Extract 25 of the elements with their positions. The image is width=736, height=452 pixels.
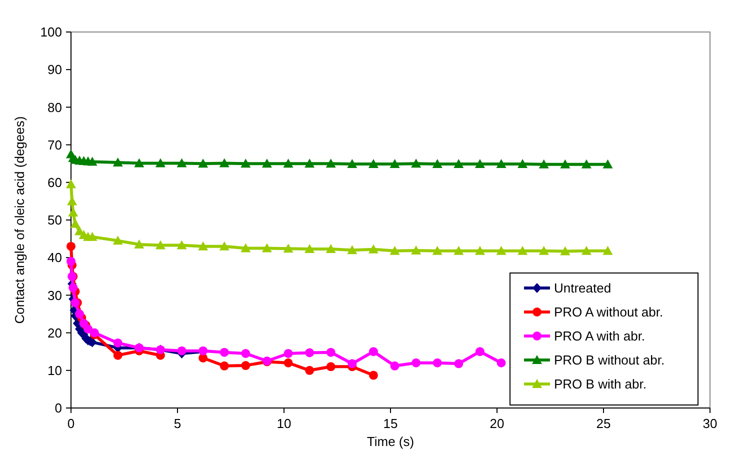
legend-label: PRO A without abr. — [554, 304, 664, 320]
legend-label: Untreated — [554, 280, 612, 296]
x-tick-label: 5 — [174, 416, 182, 431]
y-tick-label: 40 — [48, 250, 62, 266]
y-tick-label: 10 — [48, 362, 62, 378]
x-axis-title: Time (s) — [366, 434, 414, 449]
y-tick-label: 30 — [48, 288, 62, 303]
y-tick-label: 20 — [48, 325, 62, 340]
y-axis-title: Contact angle of oleic acid (degees) — [12, 116, 27, 324]
y-tick-label: 50 — [48, 212, 62, 228]
legend-label: PRO B without abr. — [554, 352, 665, 368]
x-tick-label: 15 — [383, 416, 398, 431]
y-tick-label: 100 — [40, 24, 62, 40]
legend-label: PRO A with abr. — [554, 328, 646, 344]
y-tick-label: 80 — [48, 100, 62, 115]
y-tick-label: 0 — [54, 400, 62, 416]
x-tick-label: 0 — [67, 416, 75, 431]
x-tick-label: 10 — [276, 416, 292, 431]
y-tick-label: 90 — [48, 62, 62, 78]
y-tick-label: 70 — [48, 137, 62, 152]
legend-label: PRO B with abr. — [554, 376, 646, 392]
x-tick-label: 20 — [490, 416, 504, 431]
y-tick-label: 60 — [48, 174, 62, 190]
x-tick-label: 25 — [596, 416, 611, 431]
x-tick-label: 30 — [702, 416, 718, 431]
